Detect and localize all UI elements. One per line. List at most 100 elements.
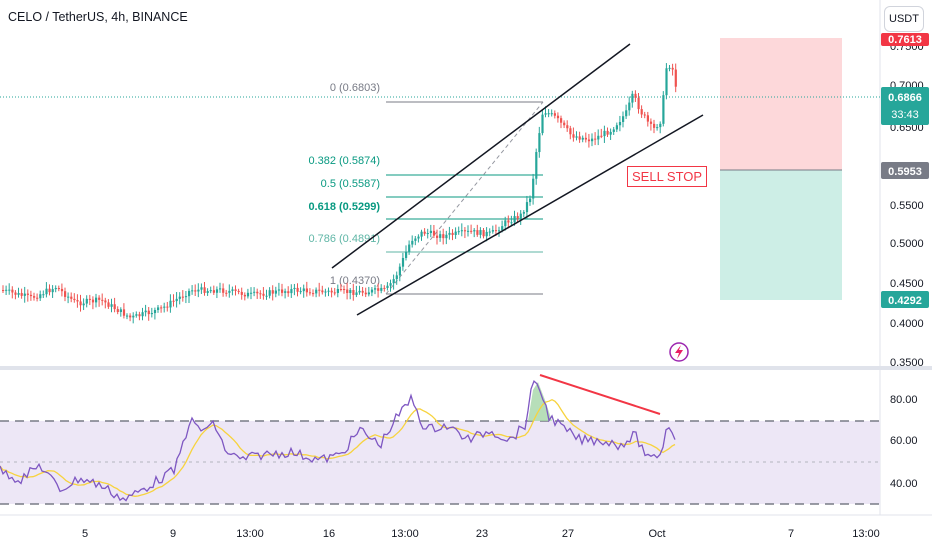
candle-body [460, 230, 463, 232]
candle-body [147, 310, 150, 315]
sell-stop-label[interactable]: SELL STOP [627, 166, 708, 187]
candle-body [23, 293, 26, 296]
candle-body [498, 230, 501, 232]
fib-label-0786: 0.786 (0.4891) [308, 233, 380, 245]
candle-body [138, 314, 141, 317]
candle-body [383, 287, 386, 289]
candle-body [212, 290, 215, 293]
fib-retracement[interactable]: 0 (0.6803) 0.382 (0.5874) 0.5 (0.5587) 0… [308, 82, 544, 295]
current-price-badge: 0.6866 33:43 [881, 87, 929, 125]
candle-body [442, 234, 445, 239]
pane-separator[interactable] [0, 366, 932, 370]
channel-upper-line[interactable] [331, 43, 631, 269]
candle-body [618, 121, 622, 126]
candle-body [479, 230, 482, 235]
candle-body [48, 288, 51, 293]
top-price-badge: 0.7613 [881, 33, 929, 46]
candle-body [20, 293, 23, 296]
candle-body [243, 294, 246, 297]
rsi-ma-line [0, 398, 676, 497]
candle-body [594, 138, 597, 140]
candle-body [85, 298, 88, 304]
stop-loss-zone[interactable] [720, 38, 842, 170]
candle-body [33, 296, 36, 298]
candle-body [293, 287, 296, 290]
time-axis[interactable]: 5 9 13:00 16 13:00 23 27 Oct 7 13:00 [82, 528, 880, 540]
candle-body [401, 257, 405, 267]
candle-body [284, 291, 287, 293]
candle-body [591, 138, 594, 142]
candle-body [423, 231, 426, 234]
candle-body [45, 288, 48, 295]
candle-body [653, 123, 656, 128]
candle-body [73, 298, 76, 301]
candle-body [473, 230, 476, 232]
candle-body [501, 226, 504, 231]
channel-lower-line[interactable] [356, 114, 704, 316]
candle-body [637, 97, 640, 110]
candle-body [454, 231, 457, 236]
candle-body [538, 133, 541, 153]
candle-body [271, 290, 274, 294]
candle-body [191, 290, 194, 292]
candle-body [625, 110, 628, 117]
candle-body [519, 213, 522, 219]
svg-text:33:43: 33:43 [891, 109, 919, 121]
candle-body [110, 304, 113, 307]
take-profit-zone[interactable] [720, 170, 842, 300]
candlestick-series[interactable] [2, 63, 677, 324]
divergence-line[interactable] [539, 374, 661, 415]
candle-body [5, 289, 8, 291]
candle-body [336, 289, 339, 293]
candle-body [516, 216, 519, 219]
candle-body [628, 102, 631, 111]
candle-body [268, 290, 271, 296]
candle-body [507, 220, 510, 223]
time-label: 5 [82, 528, 88, 540]
rsi-scale[interactable]: 80.00 60.00 40.00 [890, 394, 918, 490]
candle-body [126, 315, 129, 317]
candle-body [299, 291, 302, 293]
symbol-title[interactable]: CELO / TetherUS, 4h, BINANCE [8, 10, 188, 24]
lightning-icon[interactable] [669, 342, 689, 362]
candle-body [57, 288, 60, 290]
candle-body [215, 289, 219, 293]
candle-body [107, 302, 110, 307]
candle-body [463, 230, 467, 232]
candle-body [560, 118, 563, 123]
candle-body [392, 279, 395, 284]
candle-body [510, 222, 513, 224]
time-label: 13:00 [852, 528, 880, 540]
candle-body [315, 289, 318, 294]
candle-body [671, 67, 674, 70]
candle-body [640, 109, 643, 115]
candle-body [274, 290, 277, 294]
candle-body [606, 130, 609, 135]
rsi-label: 60.00 [890, 435, 918, 447]
time-label: 27 [562, 528, 574, 540]
candle-body [141, 312, 144, 317]
candle-body [367, 292, 370, 295]
candle-body [600, 135, 603, 137]
target-price-badge: 0.4292 [881, 291, 929, 308]
candle-body [659, 123, 662, 128]
candle-body [237, 290, 240, 292]
candle-body [222, 288, 225, 293]
candle-body [380, 287, 383, 291]
candle-body [448, 232, 451, 235]
svg-text:0.7613: 0.7613 [888, 34, 922, 46]
candle-body [553, 113, 556, 116]
price-label: 0.4500 [890, 278, 924, 290]
fib-label-0382: 0.382 (0.5874) [308, 155, 380, 167]
candle-body [525, 202, 529, 213]
candle-body [364, 292, 367, 295]
candle-body [361, 290, 364, 293]
candle-body [547, 113, 550, 115]
currency-button[interactable]: USDT [884, 6, 924, 32]
candle-body [584, 137, 587, 140]
candle-body [408, 244, 411, 252]
candle-body [206, 291, 209, 293]
candle-body [184, 296, 188, 298]
time-label: 7 [788, 528, 794, 540]
